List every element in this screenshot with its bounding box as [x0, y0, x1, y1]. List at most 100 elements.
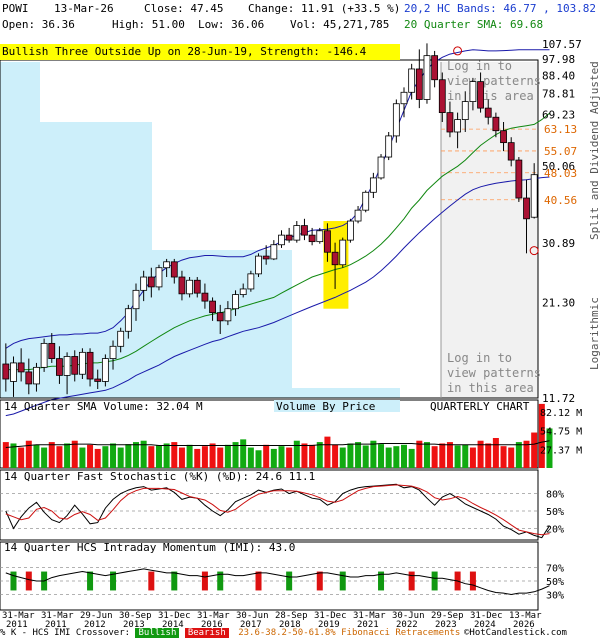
candle-body: [79, 351, 86, 375]
candle-body: [56, 358, 63, 376]
candle-body: [339, 239, 347, 266]
x-tick-year: 2021: [357, 620, 379, 628]
volume-bar: [79, 447, 86, 468]
volume-bar: [362, 445, 369, 468]
imi-tick-label: 50%: [546, 577, 564, 588]
chart-type-label: QUARTERLY CHART: [430, 400, 530, 413]
volume-bar: [423, 442, 430, 468]
candle-body: [186, 279, 194, 295]
sma-line: [5, 112, 550, 371]
y-tick-label: 55.07: [544, 145, 577, 158]
candle-body: [492, 116, 500, 132]
stoch-tick-label: 80%: [546, 490, 564, 501]
login-note-bottom: in this area: [447, 381, 534, 395]
volume-bar: [462, 444, 469, 468]
stoch-d-line: [5, 484, 550, 536]
candle-body: [515, 159, 523, 199]
candle-body: [324, 230, 331, 253]
pattern-banner[interactable]: Bullish Three Outside Up on 28-Jun-19, S…: [0, 44, 400, 60]
imi-signal-bar: [110, 571, 117, 591]
candle-body: [86, 351, 94, 380]
candle-body: [232, 294, 239, 310]
candle-body: [369, 177, 377, 193]
candle-body: [101, 358, 109, 382]
imi-signal-bar: [286, 571, 293, 591]
volume-bar: [355, 442, 362, 468]
candle-body: [124, 308, 132, 332]
volume-bar: [531, 432, 538, 468]
volume-bar: [2, 442, 9, 468]
volume-bar: [339, 447, 346, 468]
x-tick-label: 31-Dec: [314, 611, 347, 621]
volume-bar: [408, 448, 415, 468]
imi-signal-bar: [217, 571, 224, 591]
imi-signal-bar: [408, 571, 415, 591]
imi-signal-bar: [10, 571, 17, 591]
candle-body: [377, 156, 385, 179]
candle-body: [500, 130, 507, 144]
x-tick-year: 2011: [45, 620, 67, 628]
site-credit[interactable]: ©HotCandlestick.com: [464, 628, 567, 638]
x-tick-year: 2019: [318, 620, 340, 628]
volume-bar: [64, 443, 71, 468]
volume-bar: [94, 448, 101, 468]
volume-bar: [110, 443, 117, 468]
x-tick-year: 2012: [84, 620, 106, 628]
volume-bar: [125, 444, 132, 468]
candle-body: [193, 279, 201, 294]
x-tick-label: 30-Jun: [392, 611, 425, 621]
stoch-tick-label: 20%: [546, 524, 564, 535]
volume-bar: [56, 446, 63, 468]
x-tick-label: 29-Jun: [80, 611, 113, 621]
volume-bar: [201, 446, 208, 468]
side-label-log: Logarithmic: [588, 297, 600, 370]
volume-bar: [240, 439, 247, 468]
symbol: POWI: [2, 2, 29, 15]
bearish-tag: Bearish: [184, 628, 229, 638]
volume-bar: [316, 442, 323, 468]
login-note-bottom: view patterns: [447, 366, 541, 380]
volume-bar: [178, 447, 185, 468]
volume-bar: [309, 444, 316, 468]
x-tick-label: 31-Mar: [41, 611, 74, 621]
login-note-top: Log in to: [447, 59, 512, 73]
volume-bar: [286, 447, 293, 468]
fib-legend: 23.6-38.2-50-61.8% Fibonacci Retracement…: [238, 628, 461, 638]
y-tick-label: 97.98: [542, 53, 575, 66]
volume-tick-label: 82.12 M: [540, 408, 582, 419]
volume-bar: [148, 446, 155, 468]
y-tick-label: 40.56: [544, 194, 577, 207]
volume-bar: [546, 428, 553, 468]
x-tick-year: 2013: [123, 620, 145, 628]
volume-bar: [454, 445, 461, 468]
candle-body: [17, 362, 25, 373]
candle-body: [48, 342, 56, 359]
volume-bar: [293, 440, 300, 468]
candle-body: [25, 371, 33, 385]
volume-bar: [87, 444, 94, 468]
x-tick-label: 31-Mar: [2, 611, 35, 621]
volume-bar: [194, 448, 201, 468]
volume-bar: [523, 440, 530, 468]
candle-body: [2, 363, 10, 380]
y-tick-label: 11.72: [542, 392, 575, 405]
volume-bar: [515, 442, 522, 468]
pattern-marker: [453, 46, 463, 56]
upper-band-line: [5, 49, 550, 349]
candle-body: [362, 191, 370, 211]
y-tick-label: 50.06: [542, 160, 575, 173]
imi-signal-bar: [201, 571, 208, 591]
candle-body: [33, 366, 40, 385]
volume-bar: [324, 436, 331, 468]
volume-bar: [263, 444, 270, 468]
stoch-title: 14 Quarter Fast Stochastic (%K) (%D): 24…: [4, 470, 315, 483]
x-tick-label: 13-Mar: [509, 611, 542, 621]
candle-body: [331, 251, 339, 266]
x-tick-year: 2011: [6, 620, 28, 628]
y-tick-label: 30.89: [542, 237, 575, 250]
imi-line: [5, 568, 550, 596]
candle-body: [163, 261, 171, 269]
price-frame: [0, 59, 539, 399]
volume-bar: [439, 443, 446, 468]
volume-bar: [500, 446, 507, 468]
